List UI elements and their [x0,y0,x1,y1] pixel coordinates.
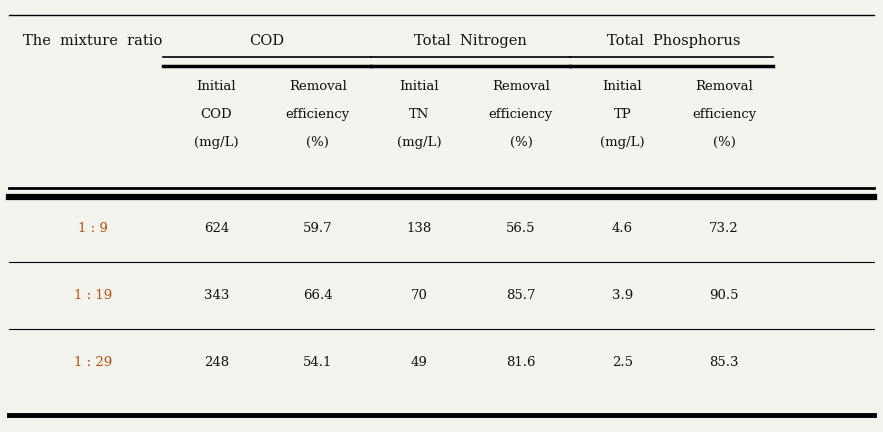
Text: (%): (%) [306,136,329,149]
Text: Initial: Initial [603,80,642,93]
Text: efficiency: efficiency [489,108,553,121]
Text: 59.7: 59.7 [303,222,333,235]
Text: Initial: Initial [197,80,236,93]
Text: Removal: Removal [289,80,347,93]
Text: TP: TP [614,108,631,121]
Text: 54.1: 54.1 [303,356,333,369]
Text: 85.7: 85.7 [506,289,536,302]
Text: 66.4: 66.4 [303,289,333,302]
Text: TN: TN [409,108,430,121]
Text: efficiency: efficiency [286,108,350,121]
Text: 2.5: 2.5 [612,356,633,369]
Text: Initial: Initial [400,80,439,93]
Text: 56.5: 56.5 [506,222,536,235]
Text: 1 : 19: 1 : 19 [73,289,112,302]
Text: Removal: Removal [695,80,753,93]
Text: efficiency: efficiency [692,108,756,121]
Text: 1 : 29: 1 : 29 [73,356,112,369]
Text: 624: 624 [204,222,229,235]
Text: 85.3: 85.3 [709,356,739,369]
Text: Total  Nitrogen: Total Nitrogen [414,34,526,48]
Text: 81.6: 81.6 [506,356,536,369]
Text: Total  Phosphorus: Total Phosphorus [607,34,740,48]
Text: 138: 138 [407,222,432,235]
Text: 1 : 9: 1 : 9 [78,222,108,235]
Text: 70: 70 [411,289,428,302]
Text: COD: COD [250,34,284,48]
Text: (%): (%) [509,136,532,149]
Text: 343: 343 [204,289,229,302]
Text: (%): (%) [713,136,736,149]
Text: (mg/L): (mg/L) [600,136,645,149]
Text: 49: 49 [411,356,428,369]
Text: 3.9: 3.9 [612,289,633,302]
Text: 73.2: 73.2 [709,222,739,235]
Text: Removal: Removal [492,80,550,93]
Text: COD: COD [200,108,232,121]
Text: 90.5: 90.5 [709,289,739,302]
Text: 4.6: 4.6 [612,222,633,235]
Text: (mg/L): (mg/L) [194,136,238,149]
Text: (mg/L): (mg/L) [397,136,442,149]
Text: The  mixture  ratio: The mixture ratio [23,34,162,48]
Text: 248: 248 [204,356,229,369]
